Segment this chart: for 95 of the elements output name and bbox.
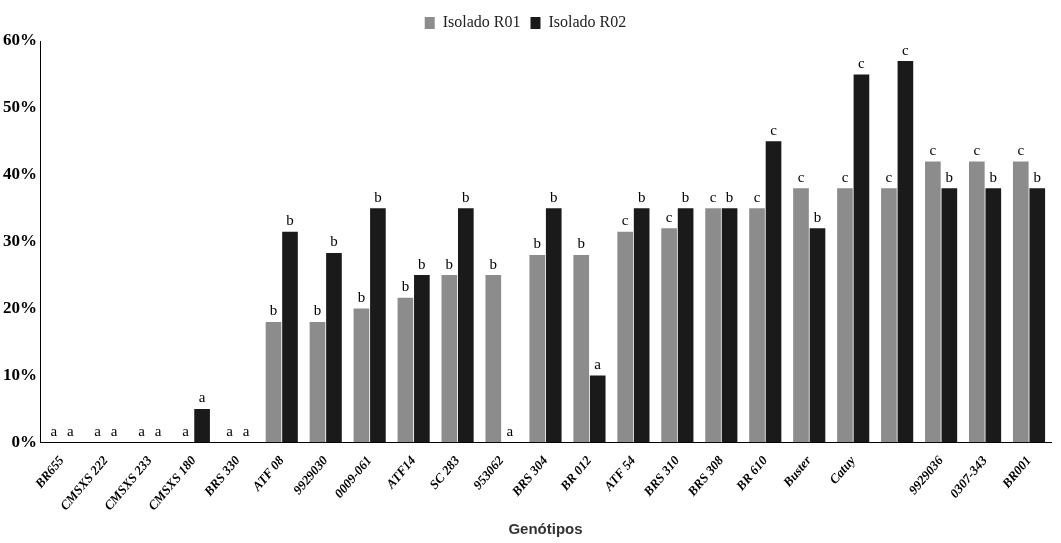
bar	[617, 231, 633, 443]
bar	[765, 141, 782, 443]
y-tick-label: 20%	[3, 297, 37, 317]
bar	[309, 321, 326, 443]
data-label: b	[374, 188, 382, 205]
bar	[397, 297, 414, 443]
y-tick-label: 30%	[3, 231, 37, 251]
data-label: c	[665, 208, 673, 225]
y-tick-label: 60%	[3, 30, 37, 50]
data-label: c	[929, 141, 937, 158]
bar	[677, 208, 694, 443]
data-label: b	[269, 302, 278, 319]
x-tick-label: BR 012	[556, 452, 595, 494]
bar	[573, 255, 590, 443]
bar	[353, 308, 370, 443]
data-label: c	[1017, 141, 1025, 158]
bar	[985, 188, 1002, 443]
x-tick-label: BR 610	[732, 452, 771, 494]
data-label: a	[138, 422, 146, 439]
data-label: b	[445, 255, 454, 272]
bar	[809, 228, 826, 443]
bar	[326, 253, 342, 443]
bar	[485, 275, 502, 443]
bar	[721, 208, 738, 443]
data-label: a	[506, 422, 514, 439]
bar	[282, 231, 298, 443]
data-label: b	[462, 188, 470, 205]
bar	[881, 188, 897, 443]
bar	[837, 188, 853, 443]
y-tick-label: 0%	[11, 431, 37, 451]
bar	[441, 275, 458, 443]
bar	[897, 61, 914, 443]
data-label: c	[841, 168, 849, 185]
bar	[194, 408, 210, 443]
bar	[941, 188, 958, 443]
x-axis-title: Genótipos	[508, 520, 583, 538]
data-label: a	[66, 422, 74, 439]
data-label: b	[681, 188, 690, 205]
data-label: b	[533, 235, 542, 252]
data-label: c	[621, 212, 629, 229]
data-label: b	[1033, 168, 1042, 185]
bar	[545, 208, 562, 443]
x-tick-label: SC 283	[426, 452, 463, 493]
data-label: c	[902, 41, 910, 58]
data-label: b	[637, 188, 646, 205]
data-label: a	[226, 422, 234, 439]
bar	[370, 208, 386, 443]
legend-label: Isolado R01	[442, 13, 521, 31]
bar	[705, 208, 721, 443]
data-label: b	[725, 188, 734, 205]
y-tick-label: 10%	[3, 364, 37, 384]
bar	[1029, 188, 1046, 443]
bar	[633, 208, 650, 443]
data-label: a	[242, 422, 250, 439]
data-label: b	[357, 288, 366, 305]
bar	[265, 321, 282, 443]
bar	[853, 74, 870, 443]
bar	[749, 208, 765, 443]
data-label: c	[797, 168, 805, 185]
data-label: a	[94, 422, 102, 439]
data-label: b	[945, 168, 954, 185]
legend-label: Isolado R02	[548, 13, 627, 31]
data-label: b	[286, 212, 294, 229]
data-label: b	[313, 302, 322, 319]
data-label: a	[594, 355, 602, 372]
bar	[1012, 161, 1029, 443]
data-label: b	[577, 235, 585, 252]
data-label: c	[709, 188, 717, 205]
data-label: c	[973, 141, 981, 158]
data-label: a	[154, 422, 162, 439]
bar	[793, 188, 809, 443]
data-label: c	[885, 168, 893, 185]
data-label: c	[858, 54, 866, 71]
bar	[414, 275, 430, 443]
y-tick-label: 50%	[3, 97, 37, 117]
data-label: b	[549, 188, 558, 205]
data-label: b	[989, 168, 998, 185]
data-label: b	[489, 255, 498, 272]
data-label: a	[198, 389, 206, 406]
data-label: b	[401, 278, 410, 295]
bar	[925, 161, 941, 443]
data-label: b	[418, 255, 426, 272]
y-tick-label: 40%	[3, 164, 37, 184]
bar	[661, 228, 677, 443]
data-label: a	[110, 422, 118, 439]
data-label: c	[770, 121, 778, 138]
data-label: c	[753, 188, 761, 205]
data-label: b	[813, 208, 822, 225]
bar	[529, 255, 546, 443]
bar	[589, 375, 606, 443]
bar	[458, 208, 474, 443]
data-label: a	[50, 422, 58, 439]
data-label: a	[182, 422, 190, 439]
bar	[968, 161, 985, 443]
data-label: b	[330, 233, 338, 250]
